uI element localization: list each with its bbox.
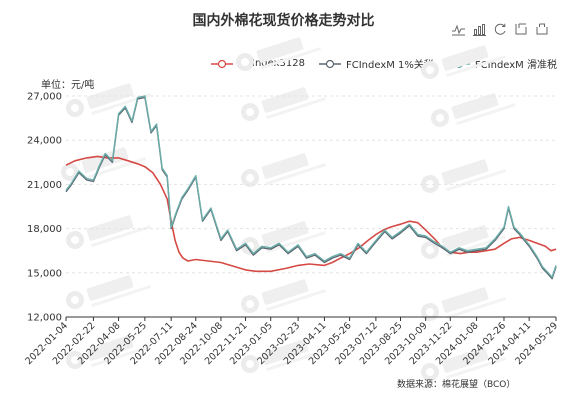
legend-item-fcindex-1pct[interactable]: FCIndexM 1%关税 xyxy=(318,56,434,71)
series-line-1 xyxy=(65,155,557,273)
y-tick-label: 12,000 xyxy=(27,313,62,324)
bar-chart-icon[interactable] xyxy=(470,20,488,38)
series-line-3 xyxy=(65,95,557,278)
watermark xyxy=(421,347,506,381)
watermark xyxy=(421,159,506,193)
save-image-icon[interactable] xyxy=(533,20,551,38)
y-tick-label: 27,000 xyxy=(27,92,62,103)
watermark xyxy=(421,45,506,79)
watermark xyxy=(61,147,146,181)
data-view-icon[interactable] xyxy=(512,20,530,38)
legend-swatch-ccindex xyxy=(211,59,234,68)
watermark xyxy=(241,87,326,121)
series-lines xyxy=(65,95,557,280)
y-tick-label: 15,000 xyxy=(27,268,62,279)
watermark xyxy=(431,93,516,127)
restore-icon[interactable] xyxy=(491,20,509,38)
y-tick-label: 18,000 xyxy=(27,224,62,235)
watermark xyxy=(66,275,151,309)
legend-label-fcindex-sliding: FCIndexM 滑准税 xyxy=(474,60,557,71)
watermark xyxy=(241,339,326,373)
watermark xyxy=(66,335,151,369)
legend-swatch-fcindex-1pct xyxy=(318,59,341,68)
data-source-label: 数据来源：棉花展望（BCO） xyxy=(397,380,516,390)
watermark xyxy=(236,37,321,71)
line-chart-icon[interactable] xyxy=(449,20,467,38)
watermark xyxy=(421,225,506,259)
chart-title: 国内外棉花现货价格走势对比 xyxy=(192,13,375,29)
grid-lines xyxy=(66,95,556,318)
y-tick-label: 24,000 xyxy=(27,136,62,147)
watermark-layer xyxy=(61,37,516,381)
y-axis-ticks: 12,000 15,000 18,000 21,000 24,000 27,000 xyxy=(27,92,62,324)
watermark xyxy=(421,287,506,321)
y-axis-unit-label: 单位：元/吨 xyxy=(41,80,95,91)
chart-toolbox xyxy=(449,20,554,40)
watermark xyxy=(241,153,326,187)
y-tick-label: 21,000 xyxy=(27,180,62,191)
watermark xyxy=(241,279,326,313)
legend-label-fcindex-1pct: FCIndexM 1%关税 xyxy=(345,60,434,71)
watermark xyxy=(66,215,151,249)
